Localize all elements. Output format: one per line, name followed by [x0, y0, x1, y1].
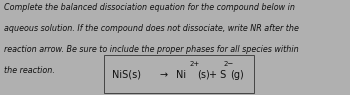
Text: aqueous solution. If the compound does not dissociate, write NR after the: aqueous solution. If the compound does n… — [4, 24, 299, 33]
Text: Ni: Ni — [176, 70, 187, 80]
Text: the reaction.: the reaction. — [4, 66, 55, 75]
Text: (s): (s) — [197, 70, 209, 80]
Text: reaction arrow. Be sure to include the proper phases for all species within: reaction arrow. Be sure to include the p… — [4, 45, 299, 54]
Text: + S: + S — [209, 70, 226, 80]
Text: (g): (g) — [230, 70, 244, 80]
Text: 2−: 2− — [223, 61, 233, 68]
Text: NiS(s): NiS(s) — [112, 70, 141, 80]
Text: →: → — [159, 70, 167, 80]
Text: Complete the balanced dissociation equation for the compound below in: Complete the balanced dissociation equat… — [4, 3, 295, 12]
Text: 2+: 2+ — [190, 61, 200, 68]
